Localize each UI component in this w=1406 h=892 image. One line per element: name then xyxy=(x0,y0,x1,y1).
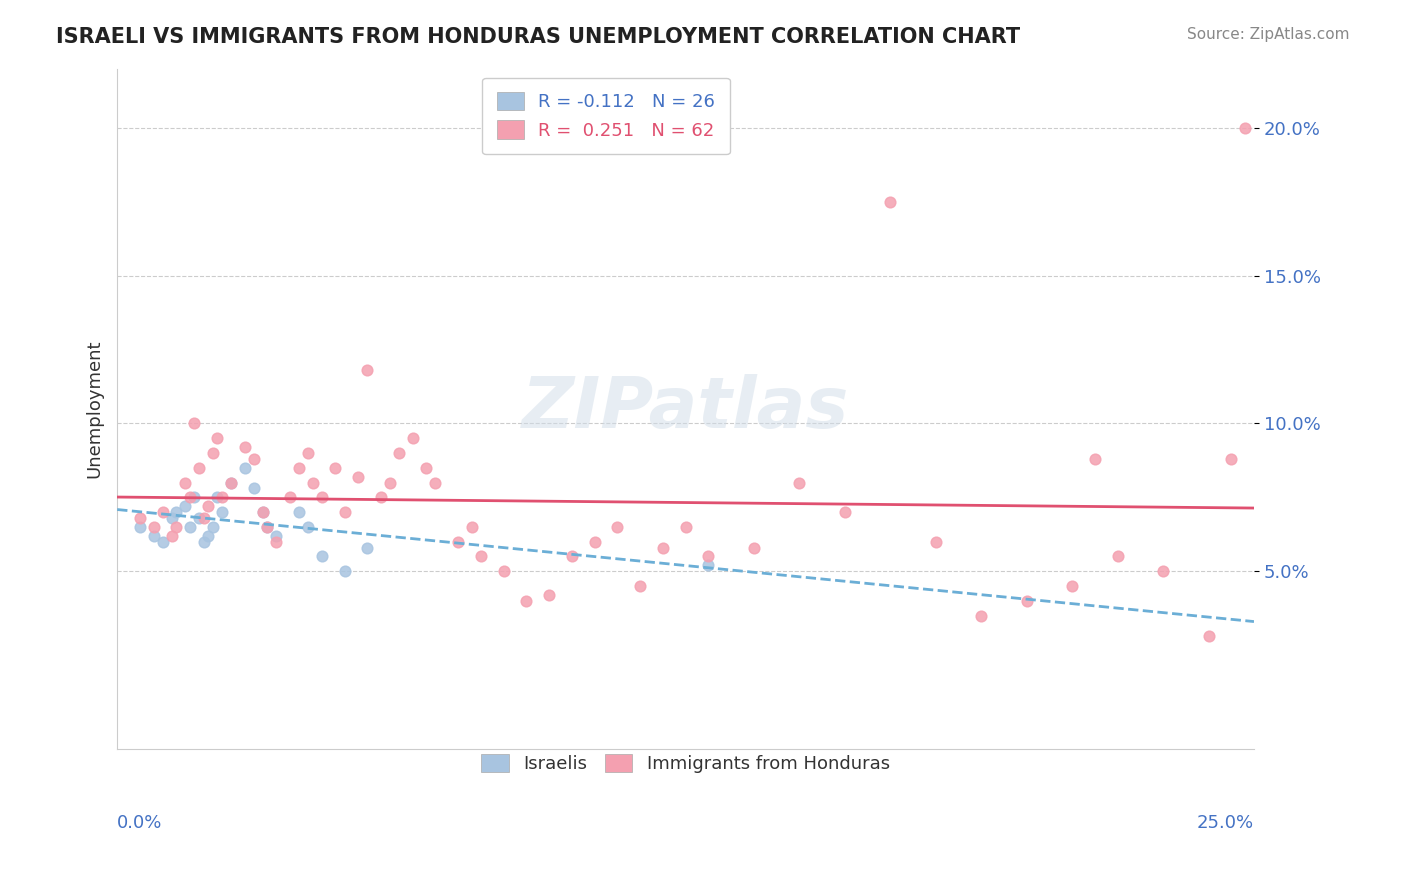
Point xyxy=(242,451,264,466)
Text: ISRAELI VS IMMIGRANTS FROM HONDURAS UNEMPLOYMENT CORRELATION CHART: ISRAELI VS IMMIGRANTS FROM HONDURAS UNEM… xyxy=(56,27,1021,46)
Point xyxy=(879,194,901,209)
Legend: Israelis, Immigrants from Honduras: Israelis, Immigrants from Honduras xyxy=(474,747,897,780)
Point xyxy=(219,475,242,490)
Point xyxy=(266,529,288,543)
Point xyxy=(152,505,174,519)
Point xyxy=(201,446,224,460)
Point xyxy=(651,541,673,555)
Point xyxy=(606,520,628,534)
Point xyxy=(356,541,378,555)
Point xyxy=(188,460,211,475)
Point xyxy=(370,491,392,505)
Point xyxy=(311,491,333,505)
Point xyxy=(174,475,197,490)
Point xyxy=(447,534,470,549)
Point xyxy=(538,588,561,602)
Point xyxy=(425,475,447,490)
Point xyxy=(193,511,215,525)
Point xyxy=(742,541,765,555)
Point xyxy=(129,511,152,525)
Point xyxy=(924,534,946,549)
Point xyxy=(160,511,183,525)
Point xyxy=(211,491,233,505)
Point xyxy=(561,549,583,564)
Point xyxy=(378,475,401,490)
Point xyxy=(193,534,215,549)
Point xyxy=(219,475,242,490)
Point xyxy=(297,520,319,534)
Point xyxy=(165,505,187,519)
Point xyxy=(347,469,370,483)
Point xyxy=(233,440,256,454)
Point xyxy=(205,431,228,445)
Point xyxy=(297,446,319,460)
Point xyxy=(142,520,165,534)
Point xyxy=(470,549,492,564)
Point xyxy=(188,511,211,525)
Point xyxy=(174,499,197,513)
Point xyxy=(197,529,219,543)
Text: 0.0%: 0.0% xyxy=(117,814,163,831)
Point xyxy=(233,460,256,475)
Point xyxy=(333,564,356,578)
Point xyxy=(165,520,187,534)
Text: 25.0%: 25.0% xyxy=(1197,814,1254,831)
Point xyxy=(256,520,278,534)
Point xyxy=(311,549,333,564)
Point xyxy=(129,520,152,534)
Point xyxy=(461,520,484,534)
Point xyxy=(834,505,856,519)
Point xyxy=(1015,594,1038,608)
Point xyxy=(333,505,356,519)
Point xyxy=(205,491,228,505)
Point xyxy=(1062,579,1084,593)
Point xyxy=(583,534,606,549)
Point xyxy=(278,491,301,505)
Point xyxy=(356,363,378,377)
Point xyxy=(179,520,201,534)
Point xyxy=(256,520,278,534)
Point xyxy=(402,431,425,445)
Point xyxy=(301,475,323,490)
Point xyxy=(515,594,537,608)
Y-axis label: Unemployment: Unemployment xyxy=(86,339,103,478)
Point xyxy=(242,482,264,496)
Point xyxy=(183,491,205,505)
Point xyxy=(415,460,437,475)
Point xyxy=(325,460,347,475)
Point xyxy=(697,549,720,564)
Point xyxy=(1084,451,1107,466)
Point xyxy=(697,558,720,573)
Point xyxy=(1107,549,1129,564)
Point xyxy=(1220,451,1243,466)
Point xyxy=(388,446,411,460)
Point xyxy=(787,475,810,490)
Point xyxy=(492,564,515,578)
Point xyxy=(152,534,174,549)
Text: Source: ZipAtlas.com: Source: ZipAtlas.com xyxy=(1187,27,1350,42)
Point xyxy=(288,505,311,519)
Point xyxy=(1233,120,1256,135)
Text: ZIPatlas: ZIPatlas xyxy=(522,374,849,443)
Point xyxy=(183,417,205,431)
Point xyxy=(675,520,697,534)
Point xyxy=(1152,564,1174,578)
Point xyxy=(288,460,311,475)
Point xyxy=(1198,629,1220,643)
Point xyxy=(970,608,993,623)
Point xyxy=(142,529,165,543)
Point xyxy=(628,579,651,593)
Point xyxy=(179,491,201,505)
Point xyxy=(266,534,288,549)
Point xyxy=(211,505,233,519)
Point xyxy=(197,499,219,513)
Point xyxy=(252,505,274,519)
Point xyxy=(252,505,274,519)
Point xyxy=(160,529,183,543)
Point xyxy=(201,520,224,534)
